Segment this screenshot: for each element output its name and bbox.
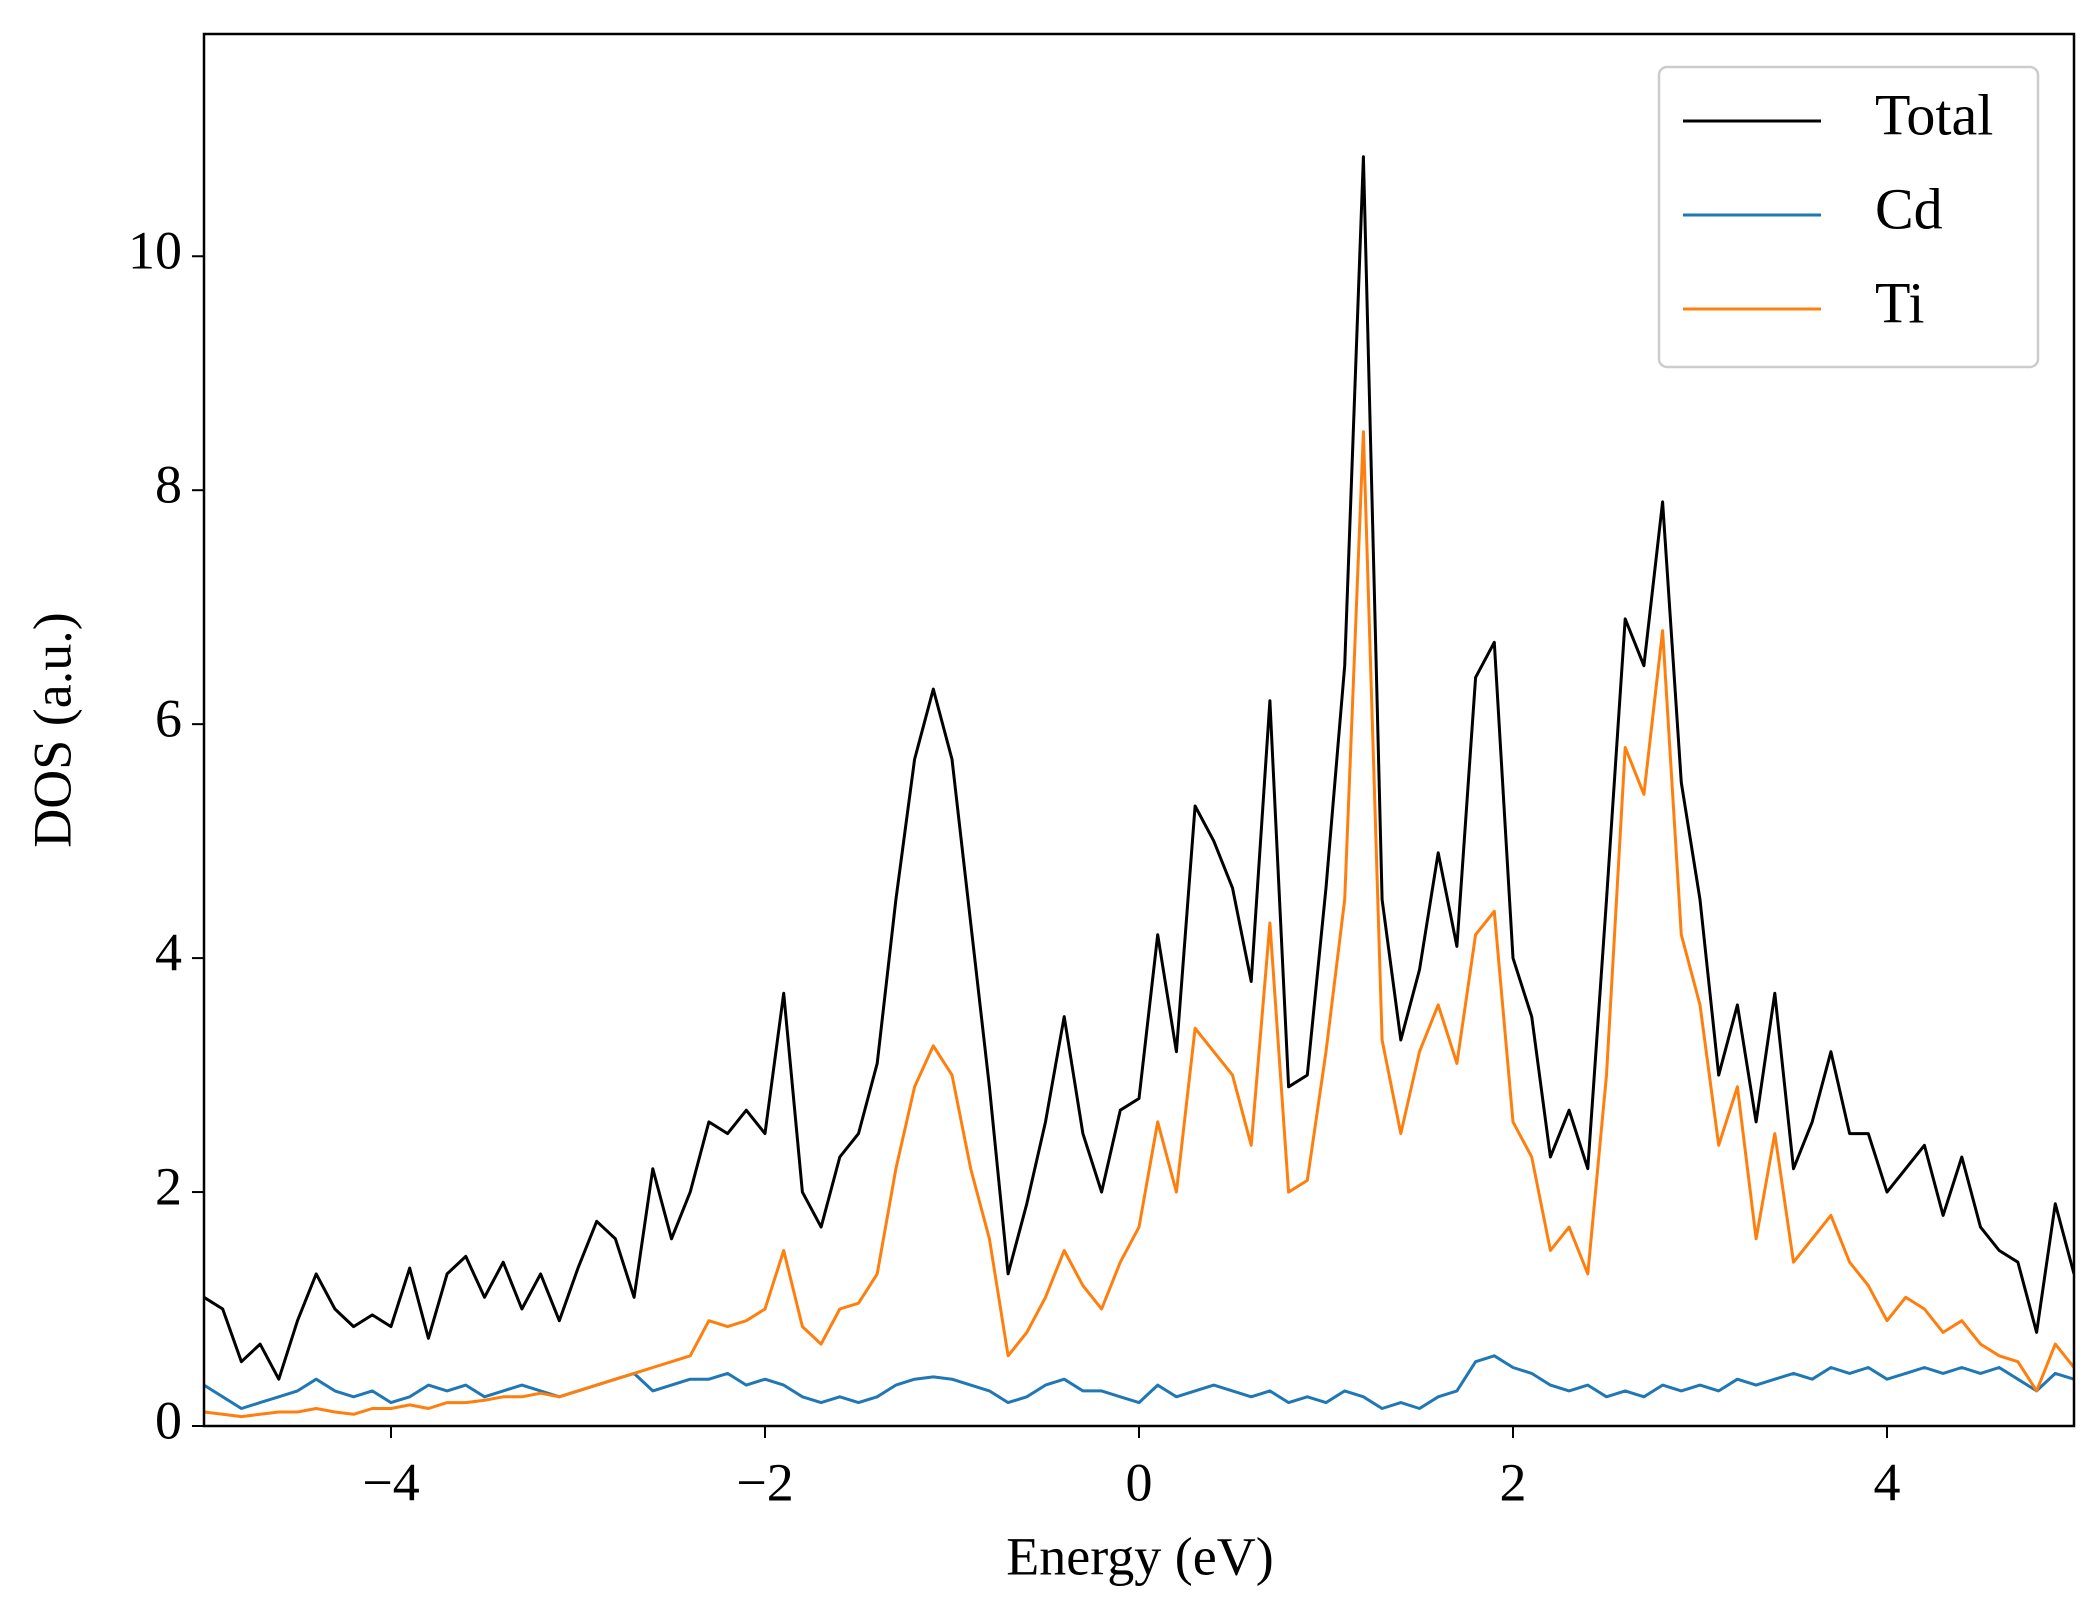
y-tick-label: 2 [155, 1156, 182, 1216]
series-line [204, 155, 2074, 1381]
legend-label: Total [1875, 82, 1993, 147]
x-tick-label: 4 [1874, 1452, 1901, 1512]
y-tick-label: 6 [155, 689, 182, 749]
x-axis-label: Energy (eV) [1006, 1526, 1273, 1586]
x-tick-label: 0 [1126, 1452, 1153, 1512]
legend-label: Cd [1875, 176, 1943, 241]
series-line [204, 430, 2074, 1419]
x-tick-label: 2 [1500, 1452, 1527, 1512]
legend-label: Ti [1875, 270, 1925, 335]
y-tick-label: 0 [155, 1390, 182, 1450]
legend-box [1657, 65, 2040, 369]
x-tick-label: −4 [362, 1452, 419, 1512]
y-tick-label: 8 [155, 455, 182, 515]
plot-frame [202, 32, 2076, 1428]
y-axis-label: DOS (a.u.) [22, 612, 82, 847]
y-tick-label: 4 [155, 922, 182, 982]
series-line [204, 1354, 2074, 1410]
y-tick-label: 10 [128, 221, 182, 281]
x-tick-label: −2 [736, 1452, 793, 1512]
